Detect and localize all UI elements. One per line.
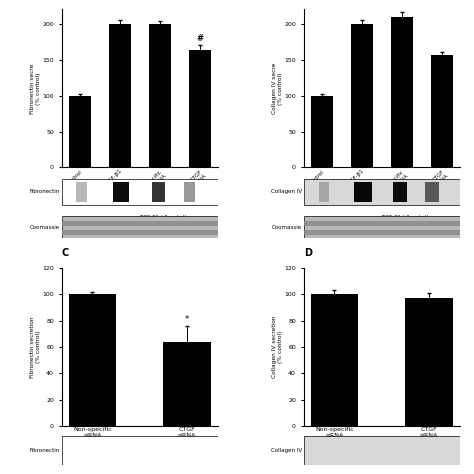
Bar: [311, 96, 333, 167]
Bar: [164, 342, 210, 426]
Y-axis label: Collagen IV secre
(% control): Collagen IV secre (% control): [272, 63, 283, 114]
Text: Fibronectin: Fibronectin: [30, 189, 60, 194]
Text: *: *: [185, 315, 189, 324]
Text: TGF-β1 ( 2 ng/ml): TGF-β1 ( 2 ng/ml): [140, 215, 187, 220]
Y-axis label: Collagen IV secretion
(% control): Collagen IV secretion (% control): [272, 316, 283, 378]
Bar: [62, 230, 218, 235]
Bar: [149, 24, 171, 167]
Bar: [311, 294, 358, 426]
Bar: [189, 50, 210, 167]
Text: Collagen IV: Collagen IV: [271, 189, 302, 194]
Bar: [109, 24, 131, 167]
Bar: [405, 298, 453, 426]
Bar: [351, 24, 373, 167]
Text: Coomassie: Coomassie: [272, 225, 302, 230]
Bar: [304, 230, 460, 235]
Y-axis label: Fibronectin secre
(% control): Fibronectin secre (% control): [30, 64, 41, 114]
Text: Fibronectin: Fibronectin: [30, 448, 60, 453]
Text: Coomassie: Coomassie: [30, 225, 60, 230]
Text: D: D: [304, 248, 311, 258]
Bar: [69, 294, 116, 426]
Bar: [62, 221, 218, 226]
Bar: [431, 55, 453, 167]
Bar: [69, 96, 91, 167]
Text: Collagen IV: Collagen IV: [271, 448, 302, 453]
Bar: [393, 182, 408, 202]
Bar: [304, 221, 460, 226]
Text: C: C: [62, 248, 69, 258]
Bar: [319, 182, 328, 202]
Bar: [113, 182, 129, 202]
Text: #: #: [196, 34, 203, 43]
Text: TGF-β1 ( 2 ng/ml): TGF-β1 ( 2 ng/ml): [383, 215, 429, 220]
Y-axis label: Fibronectin secretion
(% control): Fibronectin secretion (% control): [30, 316, 41, 378]
Bar: [76, 182, 87, 202]
Bar: [355, 182, 372, 202]
Bar: [152, 182, 164, 202]
Bar: [425, 182, 439, 202]
Bar: [184, 182, 195, 202]
Bar: [391, 17, 413, 167]
